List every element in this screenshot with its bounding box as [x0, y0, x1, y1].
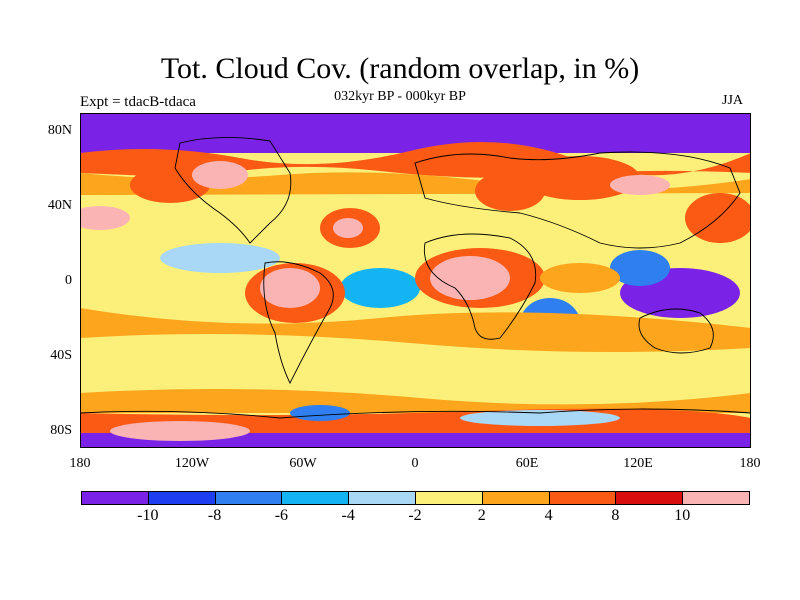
lat-label-40n: 40N — [47, 198, 72, 213]
north-america-coast — [174, 137, 292, 244]
field-patch — [520, 156, 640, 200]
field-patch — [610, 175, 670, 195]
lat-label-80n: 80N — [47, 123, 72, 138]
australia-coast — [638, 308, 714, 354]
field-patch — [460, 410, 620, 426]
lat-label-80s: 80S — [50, 423, 72, 438]
map-field-svg — [80, 113, 751, 448]
field-patch — [160, 243, 280, 273]
colorbar-swatch — [548, 491, 617, 505]
field-patch — [80, 206, 130, 230]
colorbar-label: -2 — [408, 507, 422, 524]
colorbar-label: -8 — [207, 507, 222, 524]
lon-label-180e: 180 — [739, 456, 761, 471]
coastlines — [80, 137, 751, 419]
field-patch — [610, 250, 670, 286]
map-field — [80, 113, 751, 448]
lat-label-40s: 40S — [50, 348, 72, 363]
field-patch — [130, 167, 210, 203]
lon-label-180w: 180 — [69, 456, 91, 471]
field-patch — [333, 218, 363, 238]
colorbar-swatch — [481, 491, 550, 505]
africa-coast — [423, 233, 537, 340]
colorbar-label: -4 — [341, 507, 355, 524]
lat-label-eq: 0 — [65, 273, 72, 288]
field-antarctic — [80, 433, 751, 448]
colorbar-label: 8 — [611, 507, 620, 524]
colorbar-swatch — [415, 491, 483, 505]
field-patch — [290, 405, 350, 421]
field-patch — [430, 256, 510, 300]
colorbar-label: 2 — [477, 507, 486, 524]
season-label: JJA — [722, 93, 744, 108]
colorbar-label: 4 — [544, 507, 553, 524]
lon-label-120w: 120W — [174, 456, 210, 471]
map-title: Tot. Cloud Cov. (random overlap, in %) — [160, 52, 640, 85]
field-patch — [110, 421, 250, 441]
colorbar-swatch — [615, 491, 684, 505]
colorbar-label: -6 — [274, 507, 289, 524]
colorbar-swatch — [147, 491, 216, 505]
lon-label-60e: 60E — [515, 456, 539, 471]
eurasia-coast — [414, 151, 741, 249]
field-arctic — [80, 113, 751, 153]
colorbar-label: 10 — [674, 507, 691, 524]
colorbar-swatch — [281, 491, 350, 505]
field-patch — [192, 161, 248, 189]
lon-label-0: 0 — [411, 456, 419, 471]
field-patch — [260, 268, 320, 308]
lon-label-60w: 60W — [289, 456, 317, 471]
colorbar-swatch — [348, 491, 416, 505]
south-america-coast — [263, 261, 334, 385]
field-south-band-2 — [80, 389, 751, 413]
field-patch — [340, 268, 420, 308]
colorbar-swatch — [214, 491, 283, 505]
map-subtitle: 032kyr BP - 000kyr BP — [334, 89, 466, 104]
colorbar-swatch — [81, 491, 149, 505]
experiment-label: Expt = tdacB-tdaca — [80, 94, 196, 110]
field-patch — [540, 263, 620, 293]
lon-label-120e: 120E — [623, 456, 653, 471]
field-north-band-2 — [80, 172, 751, 195]
field-south-band — [80, 308, 751, 352]
colorbar-label: -10 — [137, 507, 159, 524]
antarctica-coast — [80, 408, 751, 419]
colorbar-swatch — [682, 491, 750, 505]
